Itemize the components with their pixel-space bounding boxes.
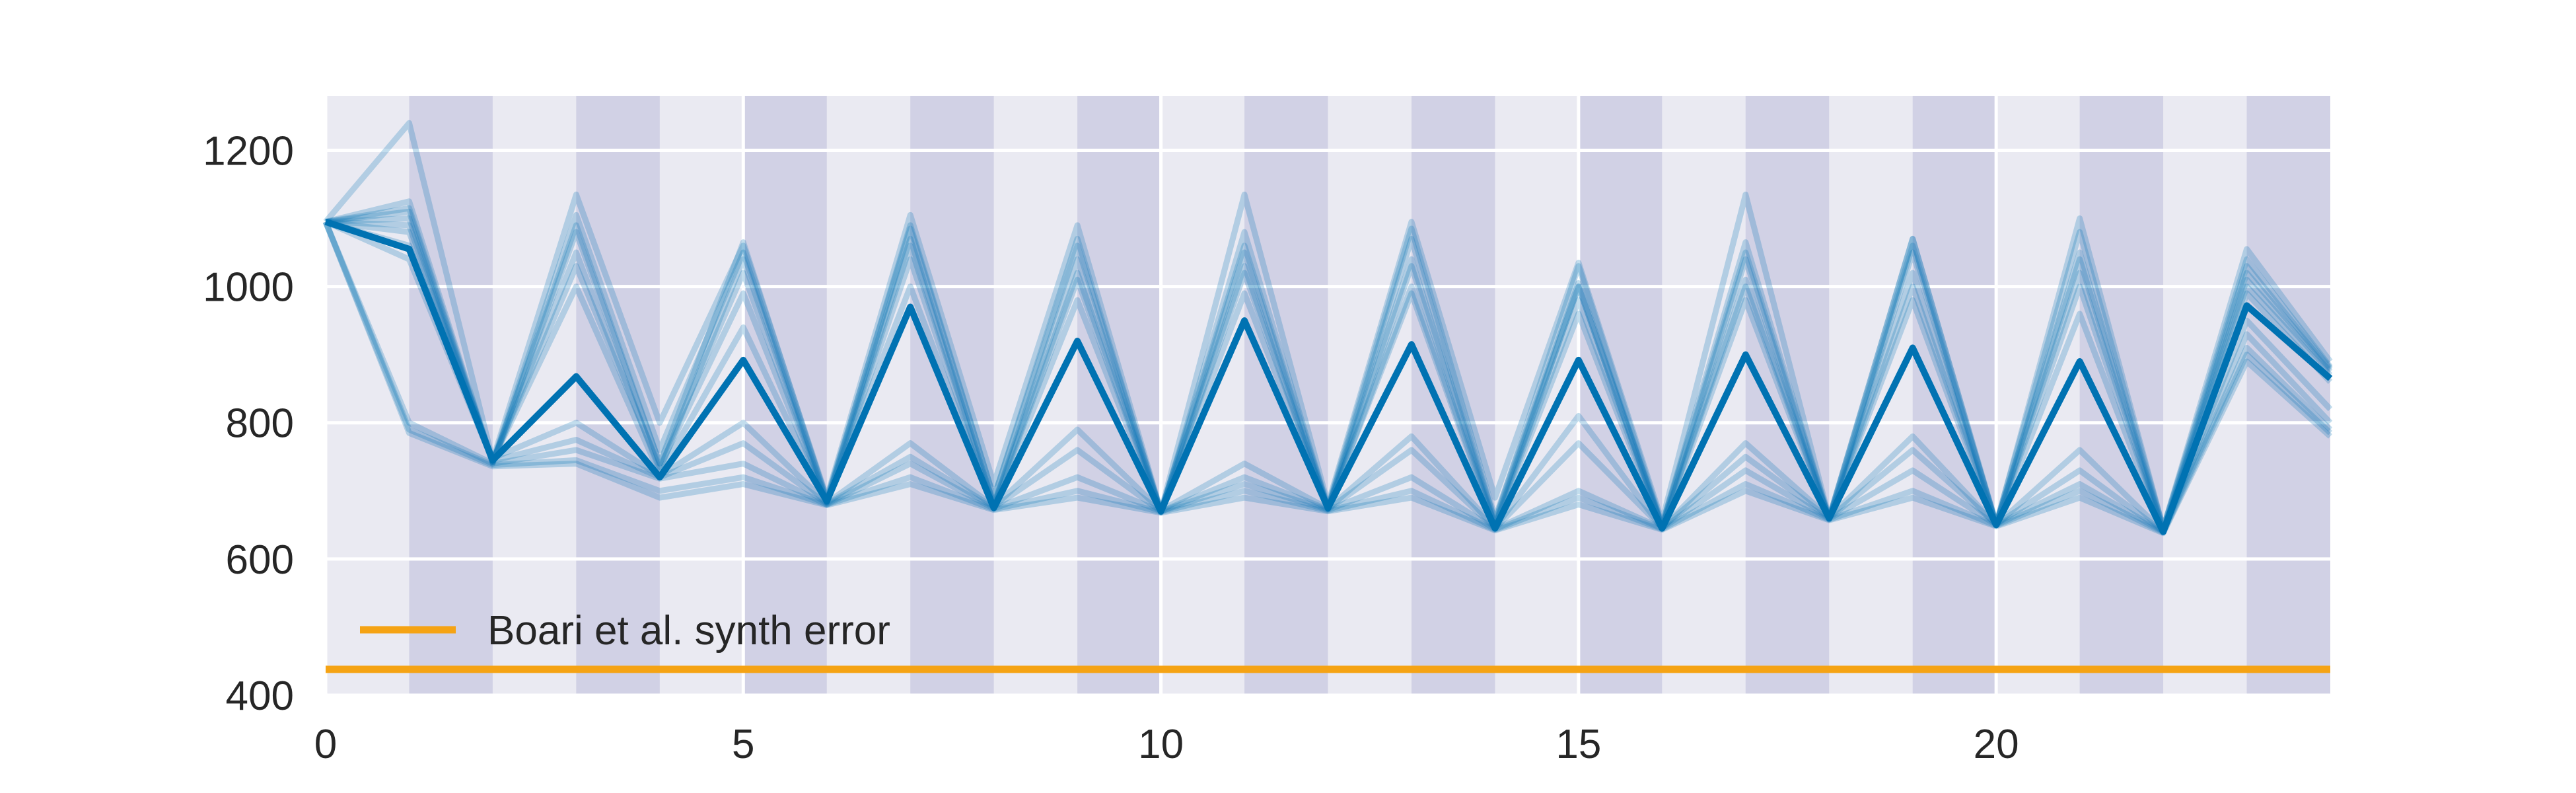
legend: Boari et al. synth error: [360, 608, 890, 654]
shaded-band: [1745, 96, 1830, 695]
shaded-band: [2246, 96, 2330, 695]
x-tick-label: 20: [1974, 722, 2019, 767]
shaded-band: [743, 96, 827, 695]
y-tick-label: 400: [226, 673, 294, 719]
y-tick-label: 600: [226, 537, 294, 583]
x-tick-label: 0: [314, 722, 337, 767]
shaded-band: [409, 96, 493, 695]
x-tick-label: 15: [1556, 722, 1601, 767]
y-tick-labels: 400 600 800 1000 1200: [203, 128, 294, 719]
shaded-band: [1411, 96, 1495, 695]
y-tick-label: 1000: [203, 265, 294, 311]
x-tick-label: 10: [1138, 722, 1184, 767]
legend-label: Boari et al. synth error: [487, 608, 890, 654]
shaded-band: [1077, 96, 1161, 695]
main-series-line: [324, 218, 2333, 535]
x-tick-label: 5: [732, 722, 754, 767]
shaded-band: [1912, 96, 1997, 695]
shaded-band: [910, 96, 994, 695]
y-tick-label: 1200: [203, 128, 294, 174]
y-tick-label: 800: [226, 401, 294, 447]
x-tick-labels: 0 5 10 15 20: [314, 722, 2019, 767]
grid: [324, 96, 2330, 697]
shaded-band: [1244, 96, 1328, 695]
main-series: [324, 218, 2333, 535]
